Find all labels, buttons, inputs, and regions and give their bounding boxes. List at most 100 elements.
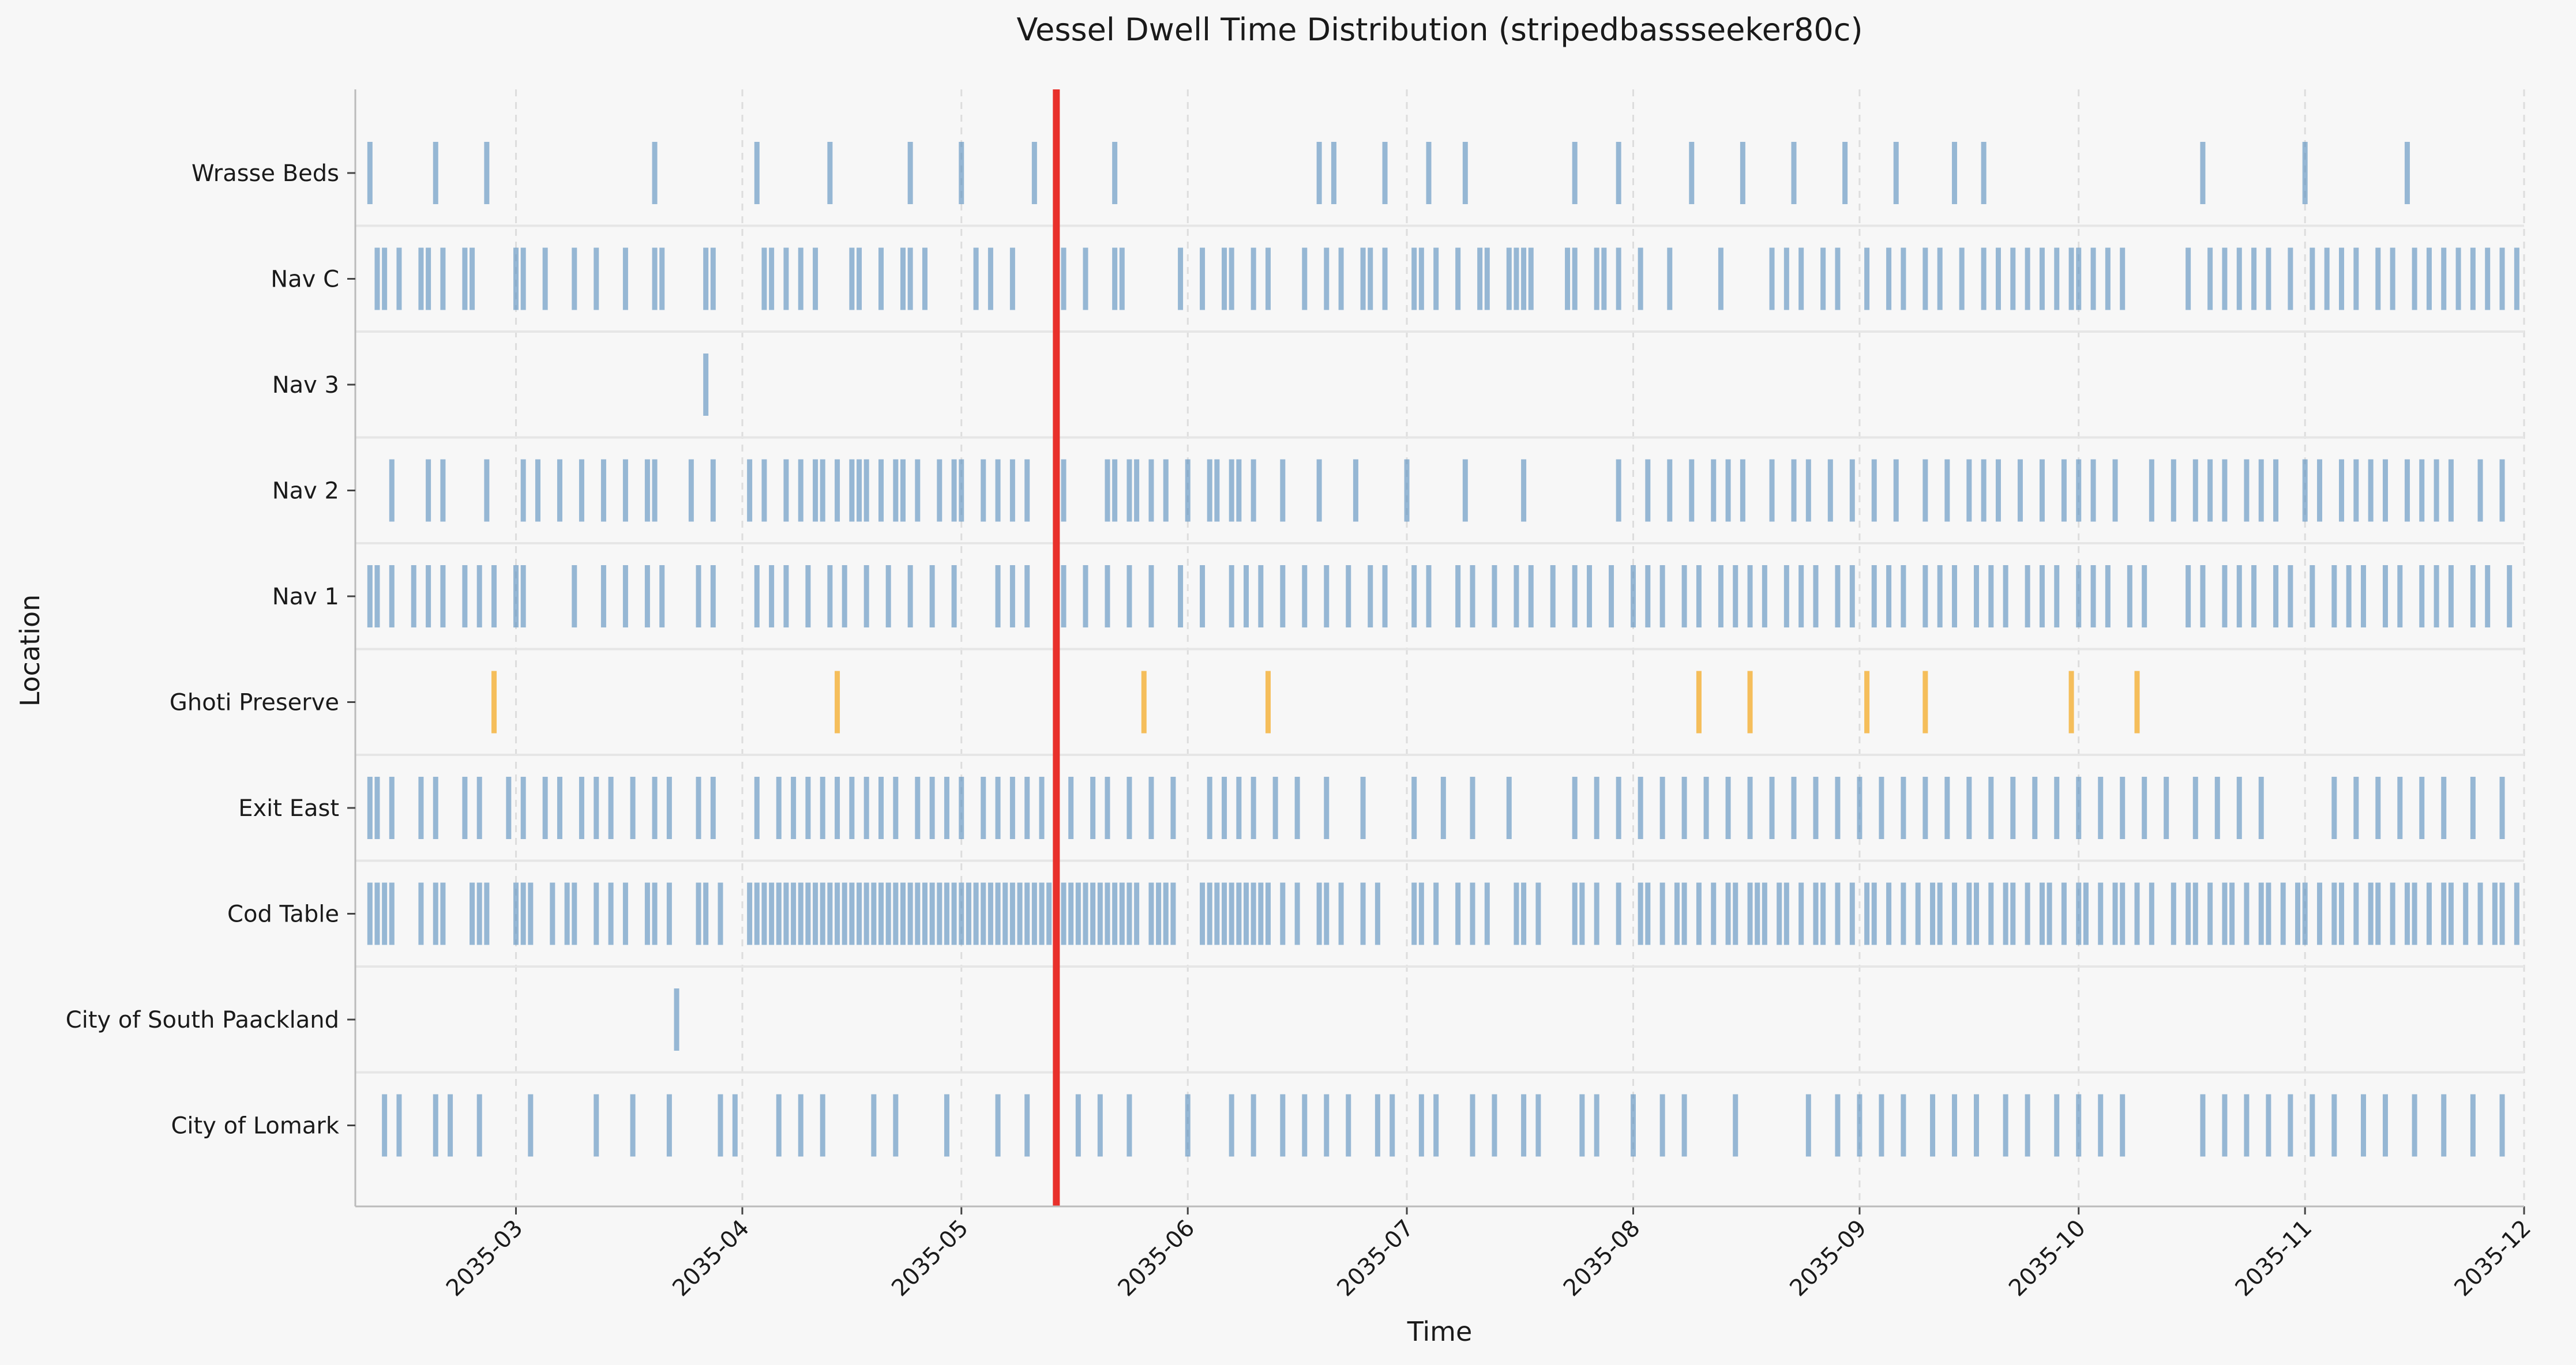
event-mark: [2441, 247, 2447, 310]
event-mark: [2098, 777, 2104, 839]
event-mark: [893, 882, 899, 945]
event-mark: [1659, 882, 1665, 945]
event-mark: [572, 882, 577, 945]
event-mark: [1075, 1094, 1081, 1157]
event-mark: [1148, 777, 1154, 839]
event-mark: [476, 565, 482, 627]
event-mark: [550, 882, 555, 945]
event-mark: [885, 565, 891, 627]
event-mark: [2302, 882, 2308, 945]
event-mark: [1609, 565, 1614, 627]
event-mark: [2039, 565, 2045, 627]
event-mark: [2076, 459, 2082, 522]
event-mark: [1272, 777, 1278, 839]
event-mark: [1200, 247, 1206, 310]
event-mark: [922, 247, 927, 310]
event-mark: [1229, 565, 1234, 627]
event-mark: [1316, 142, 1322, 204]
event-mark: [1747, 565, 1753, 627]
event-mark: [1813, 882, 1819, 945]
event-mark: [2010, 247, 2016, 310]
event-mark: [893, 777, 899, 839]
event-mark: [2273, 459, 2279, 522]
event-mark: [813, 247, 818, 310]
event-mark: [1462, 142, 1468, 204]
event-mark: [1777, 882, 1782, 945]
event-mark: [1535, 1094, 1541, 1157]
event-mark: [1382, 565, 1388, 627]
event-mark: [2375, 247, 2381, 310]
event-mark: [1244, 882, 1249, 945]
event-mark: [2061, 459, 2067, 522]
event-mark: [1587, 565, 1593, 627]
event-mark: [1521, 882, 1527, 945]
event-mark: [659, 565, 665, 627]
event-mark: [1871, 565, 1877, 627]
event-mark: [2455, 247, 2461, 310]
event-mark: [528, 882, 534, 945]
event-mark: [484, 142, 490, 204]
event-mark: [1324, 247, 1330, 310]
event-mark: [1659, 565, 1665, 627]
event-mark: [2076, 247, 2082, 310]
event-mark: [1229, 247, 1234, 310]
event-mark: [907, 247, 913, 310]
event-mark: [1966, 882, 1972, 945]
event-mark: [2222, 459, 2228, 522]
event-mark: [1915, 882, 1921, 945]
event-mark: [2434, 459, 2439, 522]
event-mark: [783, 247, 789, 310]
event-mark: [433, 142, 438, 204]
event-mark: [2039, 882, 2045, 945]
event-mark: [2192, 882, 2198, 945]
event-mark: [1178, 565, 1184, 627]
event-mark: [2441, 777, 2447, 839]
event-mark: [382, 1094, 388, 1157]
event-mark: [1207, 882, 1212, 945]
event-mark: [1755, 882, 1760, 945]
event-mark: [1995, 247, 2001, 310]
event-mark: [805, 777, 811, 839]
event-mark: [893, 459, 899, 522]
y-tick-label: Ghoti Preserve: [170, 690, 339, 716]
event-mark: [513, 882, 519, 945]
event-mark: [1886, 882, 1892, 945]
event-mark: [520, 565, 526, 627]
event-mark: [1236, 459, 1242, 522]
event-mark: [1966, 777, 1972, 839]
event-mark: [1681, 565, 1687, 627]
event-mark: [871, 882, 877, 945]
event-mark: [2280, 882, 2286, 945]
event-mark: [470, 247, 475, 310]
event-mark: [2492, 882, 2498, 945]
event-mark: [1791, 142, 1797, 204]
event-mark: [1214, 459, 1220, 522]
event-mark: [2017, 459, 2023, 522]
event-mark: [1514, 882, 1519, 945]
event-mark: [1747, 882, 1753, 945]
event-mark: [1769, 247, 1775, 310]
event-mark: [1842, 142, 1848, 204]
event-mark: [1170, 882, 1176, 945]
event-mark: [396, 247, 402, 310]
event-mark: [835, 882, 840, 945]
event-mark: [863, 565, 869, 627]
event-mark: [652, 142, 658, 204]
event-mark: [1097, 1094, 1103, 1157]
event-mark: [1105, 565, 1110, 627]
event-mark: [2441, 882, 2447, 945]
event-mark: [2200, 565, 2206, 627]
event-mark: [513, 247, 519, 310]
event-mark: [484, 459, 490, 522]
event-mark: [1258, 882, 1264, 945]
event-mark: [1214, 882, 1220, 945]
event-mark: [2404, 142, 2410, 204]
event-mark: [462, 777, 468, 839]
event-mark: [835, 671, 840, 734]
event-mark: [1353, 459, 1358, 522]
event-mark: [1009, 459, 1015, 522]
event-mark: [1674, 882, 1680, 945]
event-mark: [1156, 882, 1162, 945]
event-mark: [659, 247, 665, 310]
event-mark: [389, 459, 395, 522]
